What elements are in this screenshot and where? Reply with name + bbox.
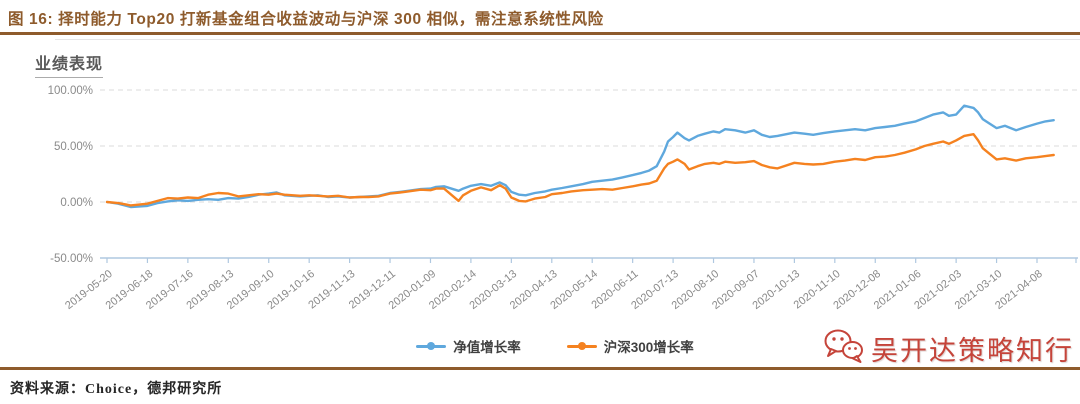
performance-chart: 100.00%50.00%0.00%-50.00%2019-05-202019-…: [48, 85, 1078, 312]
watermark-text: 吴开达策略知行: [871, 336, 1074, 366]
chart-legend: 净值增长率 沪深300增长率: [15, 336, 1080, 356]
figure-title: 图 16: 择时能力 Top20 打新基金组合收益波动与沪深 300 相似，需注…: [8, 11, 604, 28]
svg-text:0.00%: 0.00%: [60, 197, 93, 209]
bottom-divider: [0, 367, 1080, 370]
legend-item-csi300-growth: 沪深300增长率: [566, 336, 694, 356]
orange-line-marker-icon: [566, 340, 597, 352]
legend-label: 净值增长率: [453, 340, 521, 355]
svg-text:-50.00%: -50.00%: [50, 253, 93, 265]
legend-label: 沪深300增长率: [603, 340, 694, 355]
wechat-icon: [823, 327, 865, 370]
legend-item-nav-growth: 净值增长率: [416, 336, 521, 356]
watermark: 吴开达策略知行: [823, 327, 1074, 370]
chart-area-top-border: [55, 39, 1080, 40]
svg-text:50.00%: 50.00%: [54, 141, 93, 153]
top-divider: [0, 32, 1080, 35]
chart-title: 业绩表现: [35, 50, 104, 78]
blue-line-marker-icon: [416, 340, 447, 352]
svg-text:100.00%: 100.00%: [48, 85, 93, 97]
data-source: 资料来源：Choice，德邦研究所: [10, 382, 223, 397]
